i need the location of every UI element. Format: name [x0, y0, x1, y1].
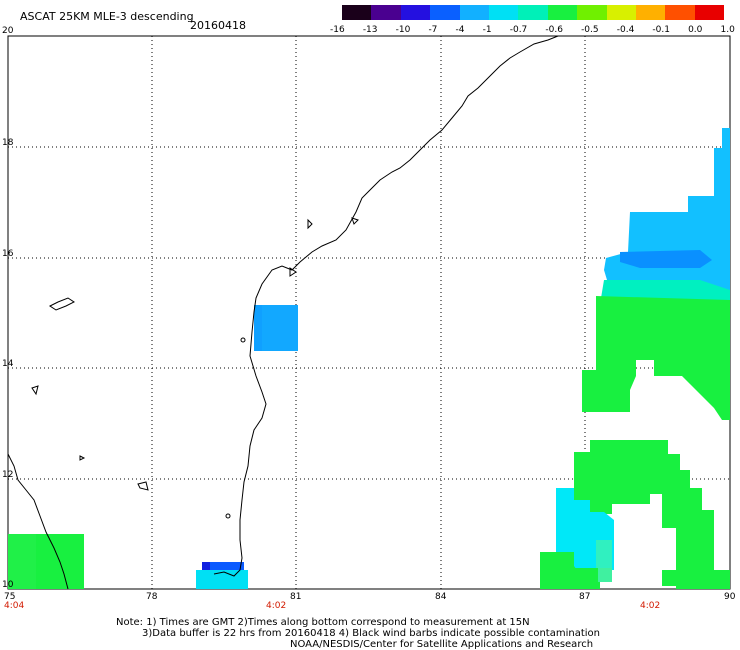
colorbar-segment	[547, 5, 578, 20]
colorbar-segment	[518, 5, 548, 20]
lon-label-84: 84	[435, 592, 447, 602]
colorbar-tick-label: -13	[362, 25, 378, 35]
swath-patch-center-left	[254, 305, 262, 351]
note-line-1: Note: 1) Times are GMT 2)Times along bot…	[116, 617, 530, 628]
colorbar-labels: -16 -13 -10 -7 -4 -1 -0.7 -0.6 -0.5 -0.4 -0.1 0.0 1.…	[330, 25, 735, 37]
colorbar-tick-label: -16	[330, 25, 345, 35]
map-title: ASCAT 25KM MLE-3 descending	[20, 10, 194, 23]
swath-east-teal-low	[596, 540, 612, 568]
colorbar-tick-label: -0.6	[545, 25, 563, 35]
colorbar-tick-label: -10	[395, 25, 411, 35]
colorbar-segment	[459, 5, 489, 20]
swath-east-lightgreen	[598, 568, 612, 582]
colorbar-segment	[488, 5, 519, 20]
swath-east-deep	[620, 250, 712, 268]
colorbar-segment	[430, 5, 460, 20]
note-line-2: 3)Data buffer is 22 hrs from 20160418 4)…	[142, 628, 600, 639]
time-label-east: 4:02	[640, 601, 661, 611]
colorbar-tick-label: -1	[482, 25, 492, 35]
colorbar	[342, 5, 725, 20]
colorbar-segment	[577, 5, 607, 20]
swath-east	[540, 128, 730, 589]
colorbar-tick-label: 1.0	[720, 25, 735, 35]
map-date: 20160418	[190, 19, 246, 32]
colorbar-tick-label: -0.1	[652, 25, 670, 35]
lat-label-14: 14	[2, 359, 14, 369]
island-small	[289, 267, 297, 277]
lat-label-10: 10	[2, 580, 14, 590]
coastline-west	[7, 453, 69, 590]
inland-lakes	[31, 217, 359, 519]
colorbar-tick-label: -0.4	[616, 25, 635, 35]
lon-label-87: 87	[579, 592, 591, 602]
lon-label-75: 75	[4, 592, 16, 602]
swath-east-cyan	[604, 128, 730, 300]
lon-label-90: 90	[724, 592, 736, 602]
swath-patch-west	[8, 534, 84, 589]
time-label-west: 4:04	[4, 601, 25, 611]
colorbar-segment	[665, 5, 695, 20]
swath-east-green-bottom	[540, 568, 598, 589]
lon-label-78: 78	[146, 592, 158, 602]
time-label-center: 4:02	[266, 601, 287, 611]
colorbar-segment	[635, 5, 666, 20]
lat-label-18: 18	[2, 138, 14, 148]
lat-label-20: 20	[2, 26, 14, 36]
lon-label-81: 81	[290, 592, 302, 602]
colorbar-segment	[400, 5, 431, 20]
island	[49, 297, 75, 311]
colorbar-segment	[606, 5, 636, 20]
note-line-3: NOAA/NESDIS/Center for Satellite Applica…	[290, 639, 594, 650]
colorbar-tick-label: -4	[455, 25, 465, 35]
colorbar-segment	[694, 5, 725, 20]
colorbar-tick-label: -0.5	[581, 25, 599, 35]
colorbar-tick-label: -7	[428, 25, 438, 35]
coastline	[213, 35, 559, 577]
colorbar-segment	[371, 5, 401, 20]
colorbar-segment	[342, 5, 372, 20]
colorbar-tick-label: 0.0	[688, 25, 703, 35]
lat-label-12: 12	[2, 470, 14, 480]
colorbar-tick-label: -0.7	[509, 25, 528, 35]
lat-label-16: 16	[2, 249, 14, 259]
